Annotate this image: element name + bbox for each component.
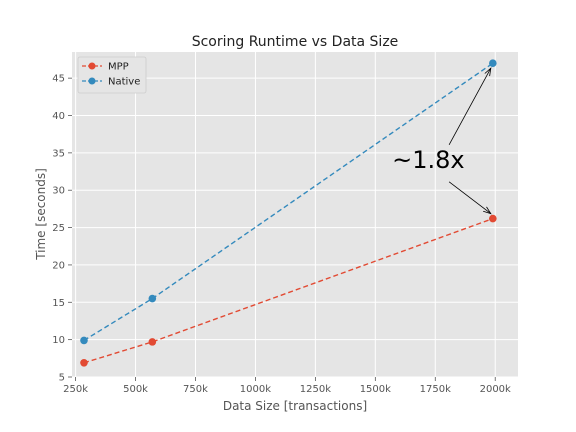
legend: MPP Native [77,56,147,94]
legend-marker-mpp [88,62,96,70]
annotation-arrow [448,68,492,145]
data-point-mpp [80,359,88,367]
series-line-mpp [83,217,494,364]
annotation-arrow [448,181,492,214]
annotation-text: ~1.8x [392,146,464,174]
legend-label-native: Native [108,77,140,88]
plot-background [72,52,518,377]
x-axis-ticks: 250k 500k 750k 1000k 1250k 1500k 1750k 2000k [63,377,511,395]
x-tick-label: 1250k [300,384,331,395]
x-tick-label: 250k [63,384,88,395]
y-axis-label: Time [seconds] [34,168,48,261]
y-tick-label: 5 [59,373,65,384]
y-tick-label: 15 [52,298,65,309]
annotation: ~1.8x [392,67,492,215]
x-tick-label: 1750k [420,384,451,395]
data-point-native [489,59,497,68]
data-point-mpp [489,214,497,223]
x-tick-label: 500k [123,384,148,395]
series-points [80,59,497,367]
y-tick-label: 25 [52,223,65,234]
annotation-arrowhead [483,206,492,215]
data-point-native [148,294,157,303]
x-tick-label: 2000k [480,384,511,395]
data-point-mpp [148,338,157,346]
y-tick-label: 45 [52,74,65,85]
y-tick-label: 35 [52,148,65,159]
x-axis-label: Data Size [transactions] [223,399,367,413]
x-tick-label: 750k [183,384,208,395]
y-tick-label: 20 [52,260,65,271]
annotation-arrowhead [484,67,492,77]
legend-marker-native [88,77,96,85]
chart-title: Scoring Runtime vs Data Size [192,34,399,50]
x-tick-label: 1500k [360,384,391,395]
data-point-native [80,336,88,345]
legend-label-mpp: MPP [108,62,129,73]
y-tick-label: 10 [52,335,65,346]
y-axis-ticks: 5 10 15 20 25 30 35 40 45 [52,74,72,384]
y-tick-label: 40 [52,111,65,122]
x-tick-label: 1000k [240,384,271,395]
y-tick-label: 30 [52,186,65,197]
